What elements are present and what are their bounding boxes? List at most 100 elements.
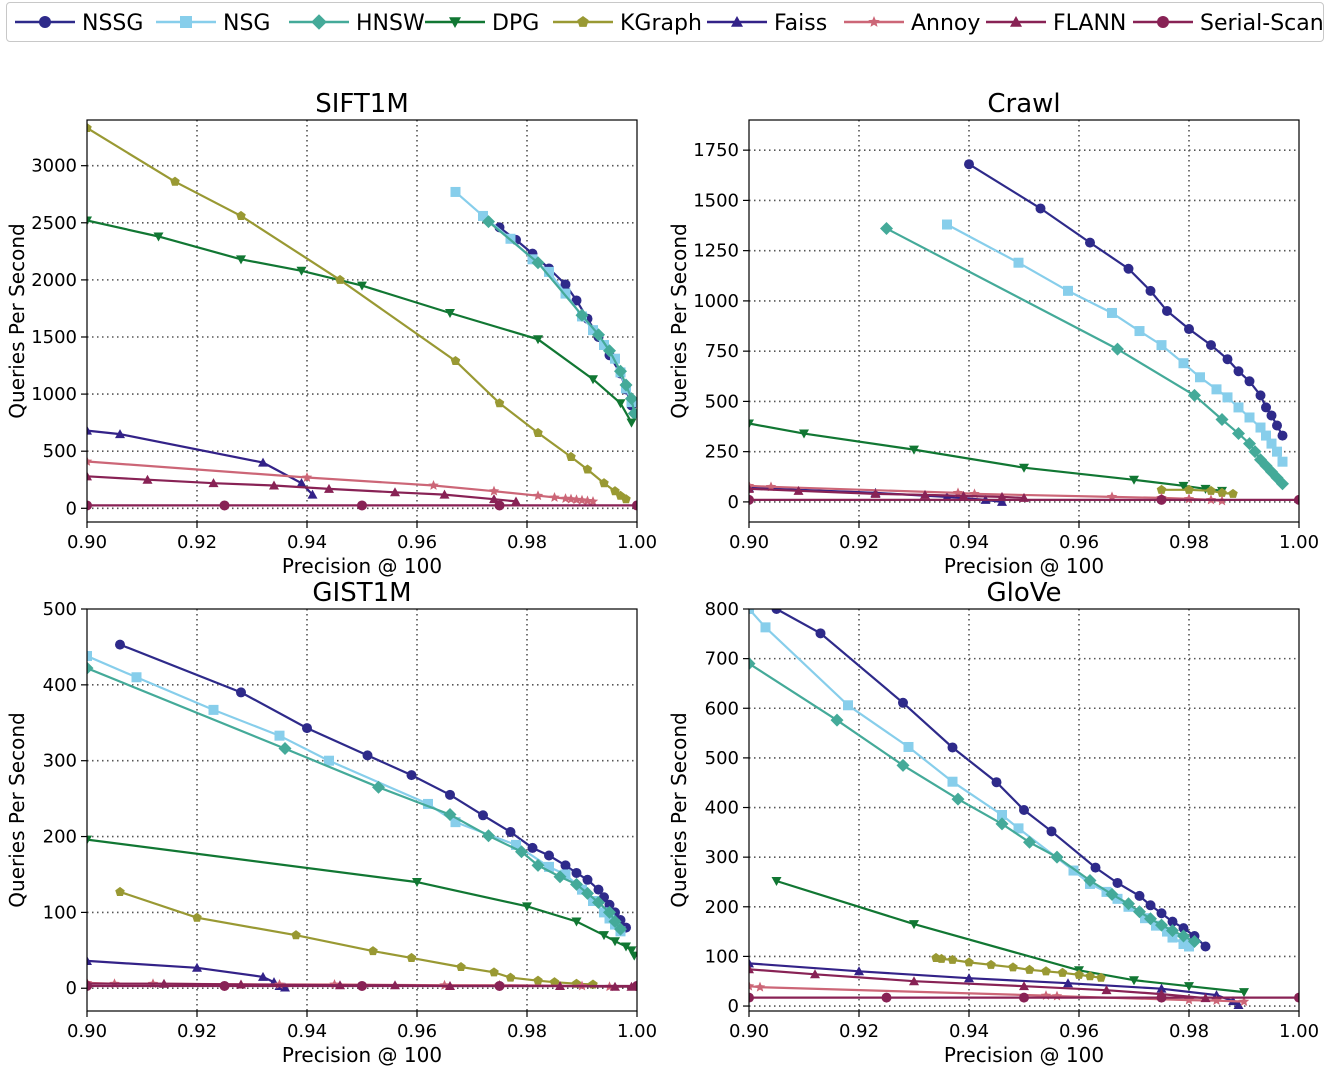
data-point-nsg xyxy=(1195,372,1205,383)
data-point-dpg xyxy=(357,281,367,291)
data-point-nsg xyxy=(450,186,461,197)
data-point-nsg xyxy=(324,755,334,766)
legend-item-nsg: NSG xyxy=(156,11,270,36)
data-point-nssg xyxy=(1019,805,1029,815)
data-point-dpg xyxy=(771,876,782,886)
x-tick-label: 0.92 xyxy=(177,532,217,553)
data-point-faiss xyxy=(854,966,864,976)
data-point-hnsw xyxy=(1111,342,1124,356)
data-point-flann xyxy=(997,491,1007,501)
data-point-nssg xyxy=(1178,923,1189,934)
data-point-nssg xyxy=(582,874,593,885)
data-point-faiss xyxy=(192,962,202,972)
data-point-hnsw xyxy=(87,661,94,675)
data-point-nsg xyxy=(1272,446,1282,457)
data-point-hnsw xyxy=(531,256,545,270)
data-point-kgraph xyxy=(533,975,543,985)
y-tick-label: 2500 xyxy=(31,213,77,234)
x-axis-label: Precision @ 100 xyxy=(282,1043,442,1067)
data-point-serial-scan xyxy=(749,494,754,505)
data-point-serial-scan xyxy=(1294,494,1299,505)
data-point-serial-scan xyxy=(219,500,230,511)
chart-panel-gist1m: 0.90 0.92 0.94 0.96 0.98 1.00 0 100 200 300 400 500… xyxy=(5,578,657,1067)
y-tick-label: 250 xyxy=(705,442,739,463)
data-point-dpg xyxy=(1239,988,1249,998)
data-point-dpg xyxy=(87,216,92,226)
data-point-hnsw xyxy=(603,344,616,358)
data-point-nsg xyxy=(1063,285,1073,296)
data-point-kgraph xyxy=(494,398,505,408)
legend-marker xyxy=(868,16,880,27)
y-tick-label: 500 xyxy=(705,391,739,412)
data-point-flann xyxy=(1101,985,1112,995)
x-tick-label: 0.94 xyxy=(287,1021,327,1042)
data-point-dpg xyxy=(1178,481,1189,491)
data-point-hnsw xyxy=(553,870,567,884)
series-group xyxy=(749,609,1299,1010)
data-point-dpg xyxy=(1129,976,1139,986)
data-point-nssg xyxy=(1255,390,1266,401)
data-point-flann xyxy=(142,474,153,484)
data-point-nssg xyxy=(505,826,516,837)
x-tick-label: 0.90 xyxy=(729,1021,769,1042)
data-point-hnsw xyxy=(880,222,893,236)
series-line-dpg xyxy=(749,422,1223,492)
series-line-nssg xyxy=(775,609,1207,948)
data-point-kgraph xyxy=(1085,971,1095,981)
data-point-hnsw xyxy=(1105,887,1119,901)
data-point-dpg xyxy=(236,255,246,265)
x-tick-label: 0.94 xyxy=(287,532,327,553)
data-point-dpg xyxy=(533,335,543,345)
data-point-dpg xyxy=(87,835,92,845)
x-tick-label: 1.00 xyxy=(617,1021,657,1042)
data-point-hnsw xyxy=(614,922,627,936)
y-tick-label: 3000 xyxy=(31,156,77,177)
data-point-nssg xyxy=(1233,366,1244,377)
data-point-hnsw xyxy=(443,808,457,822)
y-tick-label: 800 xyxy=(705,599,739,620)
data-point-faiss xyxy=(307,489,318,499)
data-point-annoy xyxy=(549,491,560,502)
x-tick-label: 0.98 xyxy=(507,532,547,553)
legend-item-dpg: DPG xyxy=(425,11,539,36)
data-point-dpg xyxy=(599,931,609,941)
data-point-kgraph xyxy=(1228,488,1238,498)
data-point-nssg xyxy=(1167,916,1178,927)
data-point-kgraph xyxy=(1074,969,1084,979)
data-point-kgraph xyxy=(1206,485,1216,495)
data-point-serial-scan xyxy=(1156,494,1167,505)
data-point-flann xyxy=(749,483,754,493)
data-point-dpg xyxy=(1184,982,1194,992)
x-tick-label: 0.90 xyxy=(67,1021,107,1042)
data-point-faiss xyxy=(1233,1000,1244,1010)
data-point-dpg xyxy=(1019,463,1029,473)
data-point-kgraph xyxy=(236,210,246,220)
data-point-nssg xyxy=(445,789,455,800)
data-point-dpg xyxy=(629,951,637,961)
data-point-flann xyxy=(1019,981,1029,991)
chart-title: Crawl xyxy=(987,89,1060,119)
legend-items: NSSG NSG HNSW DPG KGraph Faiss Annoy FLANN Seria… xyxy=(15,11,1324,36)
data-point-kgraph xyxy=(1008,962,1018,972)
data-point-hnsw xyxy=(951,792,965,806)
data-point-dpg xyxy=(909,445,919,455)
data-point-annoy xyxy=(1183,994,1195,1005)
x-axis-label: Precision @ 100 xyxy=(944,1043,1104,1067)
data-point-kgraph xyxy=(192,912,202,922)
chart-title: GIST1M xyxy=(312,578,411,608)
legend-item-nssg: NSSG xyxy=(15,11,143,36)
data-point-hnsw xyxy=(1155,918,1168,932)
legend-label: Annoy xyxy=(911,11,980,36)
data-point-dpg xyxy=(799,429,809,439)
data-point-hnsw xyxy=(995,817,1009,831)
data-point-nssg xyxy=(947,742,958,753)
data-point-hnsw xyxy=(749,657,756,671)
data-point-nsg xyxy=(1233,402,1244,413)
y-tick-label: 500 xyxy=(43,441,77,462)
data-point-nssg xyxy=(991,777,1002,788)
chart-title: SIFT1M xyxy=(315,89,409,119)
data-point-dpg xyxy=(412,878,422,888)
data-point-kgraph xyxy=(1096,972,1106,982)
data-point-annoy xyxy=(565,493,577,504)
series-group xyxy=(87,122,637,511)
